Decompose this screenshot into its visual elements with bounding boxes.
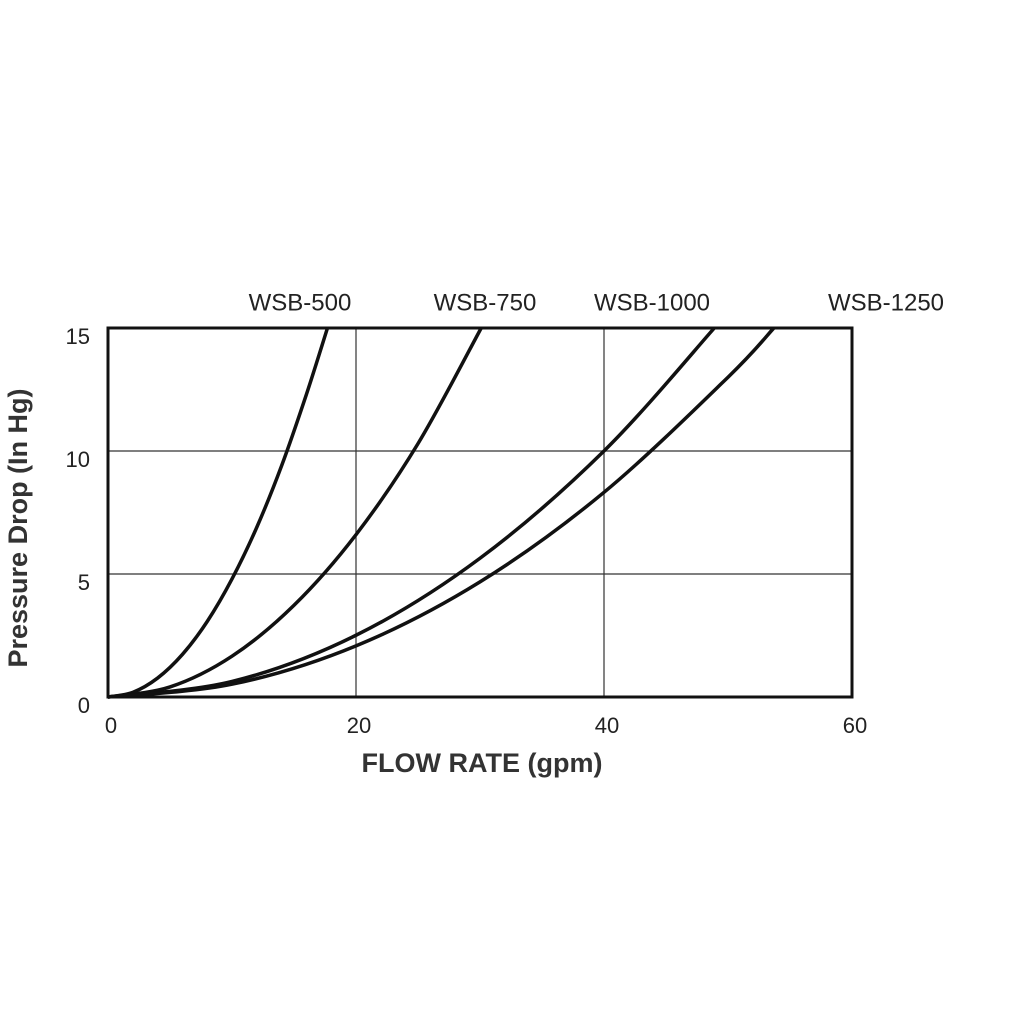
x-tick-label: 0 xyxy=(105,713,117,738)
series-line xyxy=(107,326,776,699)
y-axis-title: Pressure Drop (In Hg) xyxy=(3,388,33,667)
y-tick-label: 15 xyxy=(66,324,90,349)
x-tick-label: 60 xyxy=(843,713,867,738)
plot-frame xyxy=(106,326,854,699)
y-tick-label: 10 xyxy=(66,447,90,472)
series-line xyxy=(107,327,330,699)
x-tick-label: 20 xyxy=(347,713,371,738)
x-axis-title: FLOW RATE (gpm) xyxy=(362,748,603,778)
series-label: WSB-500 xyxy=(249,289,352,316)
series-label: WSB-750 xyxy=(434,289,537,316)
y-tick-label: 5 xyxy=(78,570,90,595)
series-label: WSB-1000 xyxy=(594,289,710,316)
series-line xyxy=(107,327,483,699)
y-tick-label: 0 xyxy=(78,693,90,718)
series-line xyxy=(107,326,716,699)
series-label: WSB-1250 xyxy=(828,289,944,316)
x-tick-label: 40 xyxy=(595,713,619,738)
